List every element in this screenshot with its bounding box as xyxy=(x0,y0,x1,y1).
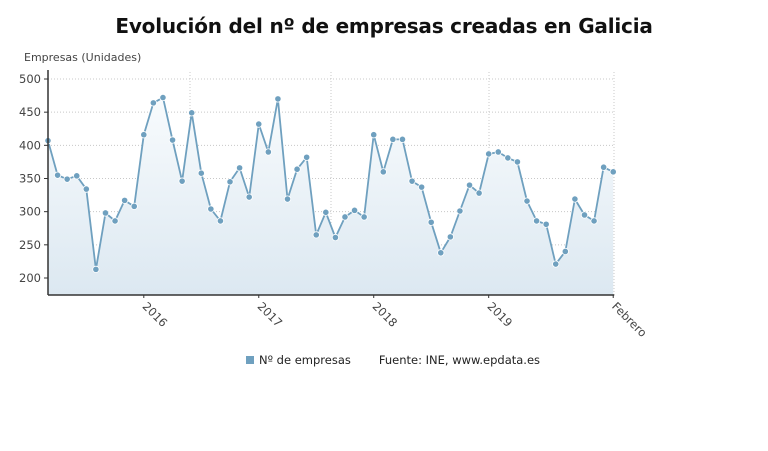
svg-text:2019: 2019 xyxy=(485,299,516,330)
data-point[interactable] xyxy=(494,148,502,156)
area-fill xyxy=(48,97,614,295)
data-point[interactable] xyxy=(418,183,426,191)
data-point[interactable] xyxy=(322,208,330,216)
data-point[interactable] xyxy=(293,165,301,173)
data-point[interactable] xyxy=(350,206,359,214)
data-point[interactable] xyxy=(245,193,253,201)
data-point[interactable] xyxy=(255,120,263,128)
data-point[interactable] xyxy=(571,195,579,203)
data-point[interactable] xyxy=(63,175,71,183)
data-point[interactable] xyxy=(236,164,244,172)
legend-series-label: Nº de empresas xyxy=(259,353,351,367)
data-point[interactable] xyxy=(379,168,387,176)
data-point[interactable] xyxy=(408,177,416,185)
data-point[interactable] xyxy=(427,218,435,226)
data-point[interactable] xyxy=(600,163,608,171)
svg-text:450: 450 xyxy=(19,105,41,119)
data-point[interactable] xyxy=(561,247,569,256)
data-point[interactable] xyxy=(523,197,531,205)
data-point[interactable] xyxy=(149,99,157,107)
data-point[interactable] xyxy=(92,265,100,273)
svg-text:400: 400 xyxy=(19,138,41,152)
data-point[interactable] xyxy=(101,209,110,217)
data-point[interactable] xyxy=(207,205,215,213)
data-point[interactable] xyxy=(303,153,311,161)
data-point[interactable] xyxy=(73,172,81,180)
data-point[interactable] xyxy=(331,233,339,242)
legend-swatch xyxy=(246,356,254,364)
data-point[interactable] xyxy=(446,233,454,241)
data-point[interactable] xyxy=(197,169,205,177)
svg-text:2017: 2017 xyxy=(255,299,286,330)
data-point[interactable] xyxy=(532,217,541,225)
data-point[interactable] xyxy=(121,196,129,204)
data-point[interactable] xyxy=(456,207,464,215)
data-point[interactable] xyxy=(609,168,617,176)
data-point[interactable] xyxy=(542,220,550,228)
data-point[interactable] xyxy=(168,136,177,144)
data-point[interactable] xyxy=(312,231,320,239)
svg-text:300: 300 xyxy=(19,205,41,219)
x-tick-labels: 2016 2017 2018 2019 Febrero xyxy=(140,295,650,340)
data-point[interactable] xyxy=(398,135,407,143)
data-point[interactable] xyxy=(370,131,378,139)
data-point[interactable] xyxy=(360,213,368,221)
data-point[interactable] xyxy=(437,249,445,257)
data-point[interactable] xyxy=(159,93,167,102)
data-point[interactable] xyxy=(389,135,397,143)
data-markers xyxy=(44,93,617,273)
svg-text:250: 250 xyxy=(19,238,41,252)
data-point[interactable] xyxy=(552,260,560,268)
data-point[interactable] xyxy=(341,213,349,221)
data-point[interactable] xyxy=(283,195,292,203)
y-tick-labels: 200 250 300 350 400 450 500 xyxy=(19,72,41,285)
data-point[interactable] xyxy=(140,131,148,139)
y-axis-label: Empresas (Unidades) xyxy=(24,51,142,64)
source-note: Fuente: INE, www.epdata.es xyxy=(378,353,541,367)
data-point[interactable] xyxy=(216,217,225,225)
data-point[interactable] xyxy=(188,109,196,117)
data-point[interactable] xyxy=(485,150,493,158)
data-point[interactable] xyxy=(513,158,522,166)
svg-text:350: 350 xyxy=(19,171,41,185)
svg-text:500: 500 xyxy=(19,72,41,86)
data-point[interactable] xyxy=(475,189,483,197)
data-point[interactable] xyxy=(226,178,234,186)
svg-text:2016: 2016 xyxy=(140,299,171,330)
data-point[interactable] xyxy=(590,217,598,225)
svg-text:2018: 2018 xyxy=(370,299,401,330)
data-point[interactable] xyxy=(465,181,474,189)
data-point[interactable] xyxy=(111,217,119,225)
data-point[interactable] xyxy=(504,154,512,162)
data-point[interactable] xyxy=(53,171,62,179)
data-point[interactable] xyxy=(130,202,138,210)
legend: Nº de empresas Fuente: INE, www.epdata.e… xyxy=(246,353,540,367)
data-point[interactable] xyxy=(178,177,186,185)
data-point[interactable] xyxy=(82,185,90,193)
svg-text:Febrero: Febrero xyxy=(609,299,650,340)
svg-text:200: 200 xyxy=(19,271,41,285)
axes xyxy=(44,70,615,296)
chart-title: Evolución del nº de empresas creadas en … xyxy=(115,14,653,38)
data-line xyxy=(47,96,614,271)
data-point[interactable] xyxy=(580,211,589,219)
data-point[interactable] xyxy=(274,95,282,103)
data-point[interactable] xyxy=(264,148,272,156)
